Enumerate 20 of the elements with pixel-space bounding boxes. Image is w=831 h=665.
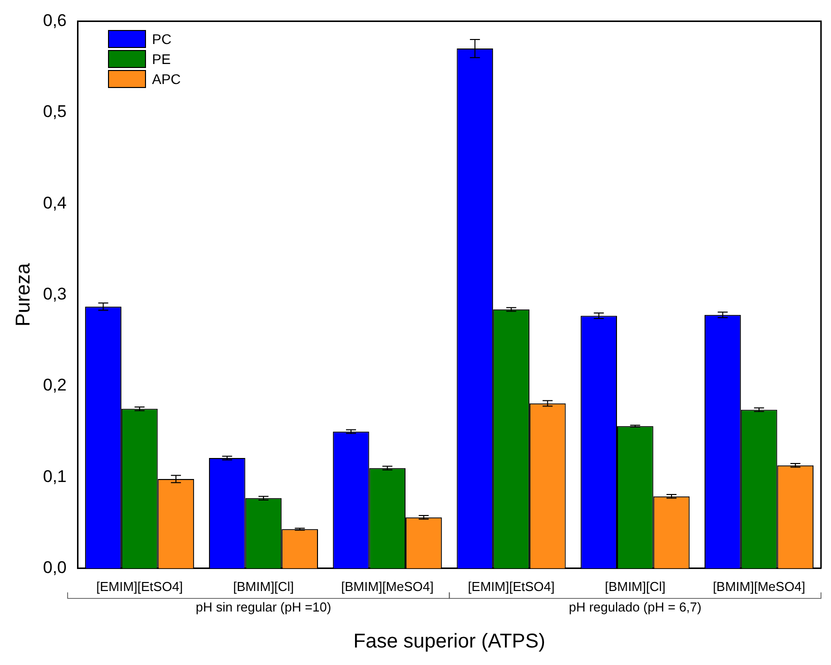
legend-label: PE <box>152 51 171 67</box>
y-tick-label: 0,0 <box>42 558 67 578</box>
y-tick-label: 0,3 <box>42 284 67 304</box>
y-tick-label: 0,6 <box>42 10 67 30</box>
x-tick-label: [BMIM][Cl] <box>233 578 294 594</box>
y-tick-label: 0,5 <box>42 102 67 122</box>
y-tick-label: 0,4 <box>42 193 67 212</box>
x-tick-label: [EMIM][EtSO4] <box>468 578 555 594</box>
y-axis-title: Pureza <box>12 262 35 326</box>
x-tick-label: [BMIM][Cl] <box>604 578 666 594</box>
legend-label: PC <box>152 31 172 47</box>
x-axis-title: Fase superior (ATPS) <box>353 630 546 653</box>
text: pH regulado (pH = 6,7) <box>568 599 702 614</box>
x-tick-label: [BMIM][MeSO4] <box>341 578 434 594</box>
x-tick-label: [BMIM][MeSO4] <box>712 578 806 594</box>
y-tick-label: 0,2 <box>42 376 67 395</box>
legend-label: APC <box>152 71 181 87</box>
y-tick-label: 0,1 <box>42 466 67 486</box>
text: pH sin regular (pH =10) <box>196 599 332 614</box>
x-tick-label: [EMIM][EtSO4] <box>96 578 183 594</box>
